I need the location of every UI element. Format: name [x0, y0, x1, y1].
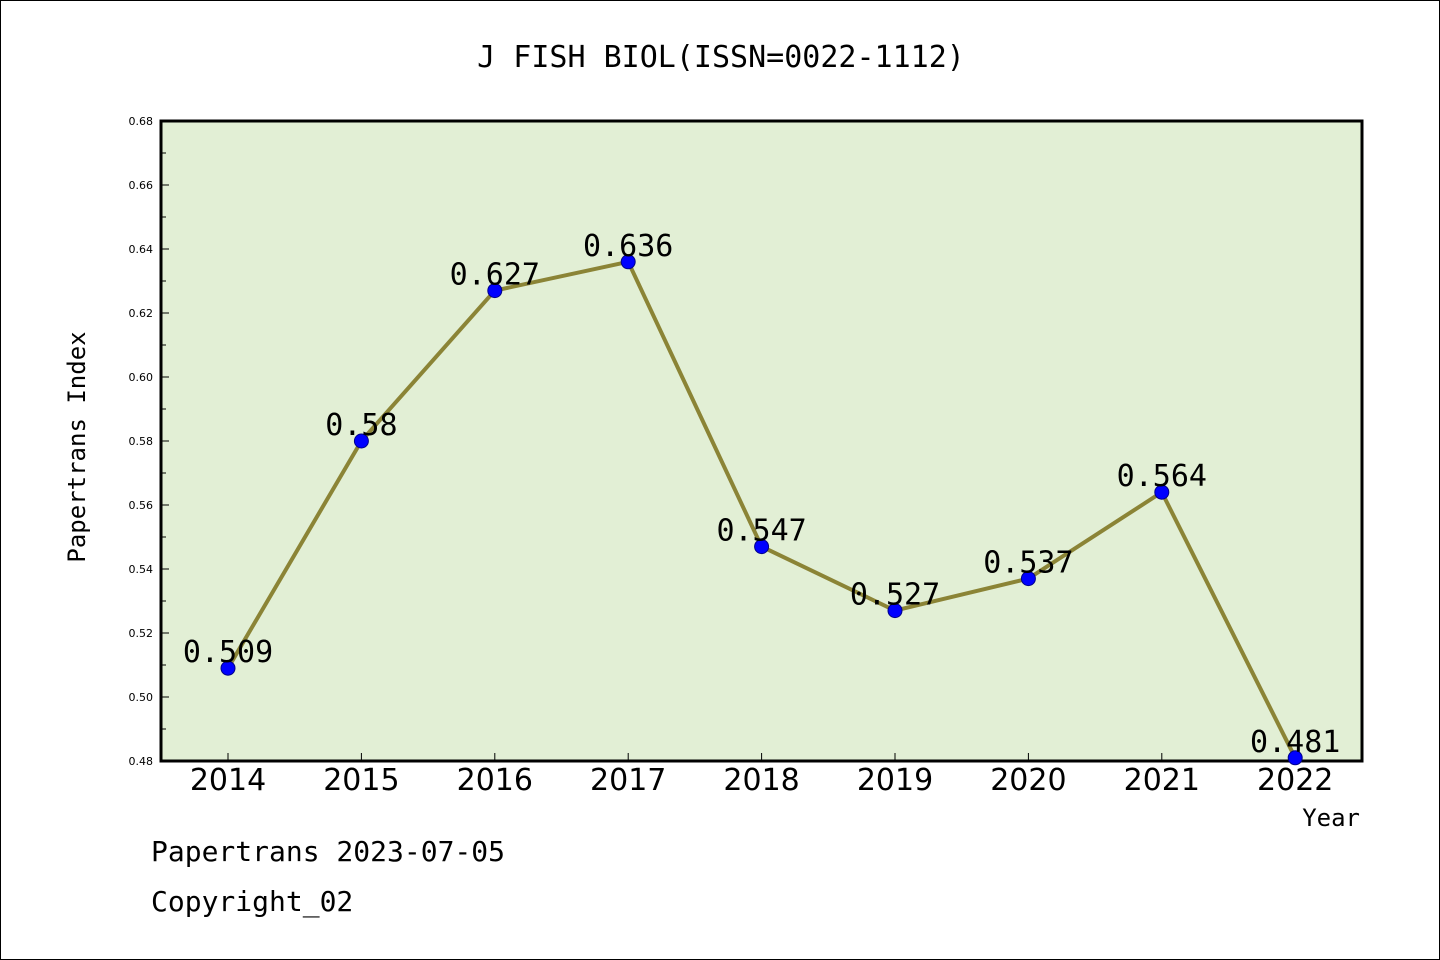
- data-point: [1020, 571, 1036, 587]
- x-tick-label: 2018: [723, 763, 799, 798]
- x-tick-label: 2016: [457, 763, 533, 798]
- x-tick-label: 2022: [1257, 763, 1333, 798]
- data-point: [353, 433, 369, 449]
- y-tick-label: 0.66: [129, 179, 154, 192]
- y-tick-label: 0.58: [129, 435, 154, 448]
- x-tick-label: 2021: [1124, 763, 1200, 798]
- data-point: [620, 254, 636, 270]
- footer-copyright: Copyright_02: [151, 885, 354, 918]
- data-point: [754, 539, 770, 555]
- data-point: [220, 660, 236, 676]
- data-label: 0.537: [983, 546, 1073, 581]
- data-point: [1287, 750, 1303, 766]
- y-tick-label: 0.48: [129, 755, 154, 768]
- y-tick-label: 0.68: [129, 115, 154, 128]
- data-label: 0.509: [183, 635, 273, 670]
- y-tick-label: 0.52: [129, 627, 154, 640]
- data-label: 0.58: [325, 408, 397, 443]
- data-label: 0.481: [1250, 725, 1340, 760]
- data-label: 0.564: [1117, 459, 1207, 494]
- data-point: [887, 603, 903, 619]
- y-tick-label: 0.62: [129, 307, 154, 320]
- data-label: 0.636: [583, 229, 673, 264]
- chart-title: J FISH BIOL(ISSN=0022-1112): [477, 40, 965, 75]
- y-tick-label: 0.64: [129, 243, 154, 256]
- y-tick-label: 0.56: [129, 499, 154, 512]
- x-tick-label: 2014: [190, 763, 266, 798]
- y-tick-label: 0.54: [129, 563, 154, 576]
- x-tick-label: 2020: [990, 763, 1066, 798]
- x-tick-label: 2017: [590, 763, 666, 798]
- x-axis: 2014 2015 2016 2017 2018 2019 2020 2021 2022: [190, 753, 1333, 798]
- y-axis: 0.48 0.50 0.52 0.54 0.56 0.58 0.60 0.62 0.64 0.66…: [129, 115, 169, 768]
- x-axis-label: Year: [1302, 804, 1360, 832]
- x-tick-label: 2019: [857, 763, 933, 798]
- data-label: 0.547: [716, 514, 806, 549]
- data-markers: [220, 254, 1303, 766]
- y-tick-label: 0.50: [129, 691, 154, 704]
- y-tick-label: 0.60: [129, 371, 154, 384]
- x-tick-label: 2015: [323, 763, 399, 798]
- data-label: 0.627: [450, 258, 540, 293]
- data-point: [1154, 484, 1170, 500]
- footer-date: Papertrans 2023-07-05: [151, 835, 506, 868]
- y-axis-label: Papertrans Index: [63, 331, 91, 562]
- data-labels: 0.509 0.58 0.627 0.636 0.547 0.527 0.537 0.564 0…: [183, 229, 1341, 760]
- data-point: [487, 283, 503, 299]
- data-label: 0.527: [850, 578, 940, 613]
